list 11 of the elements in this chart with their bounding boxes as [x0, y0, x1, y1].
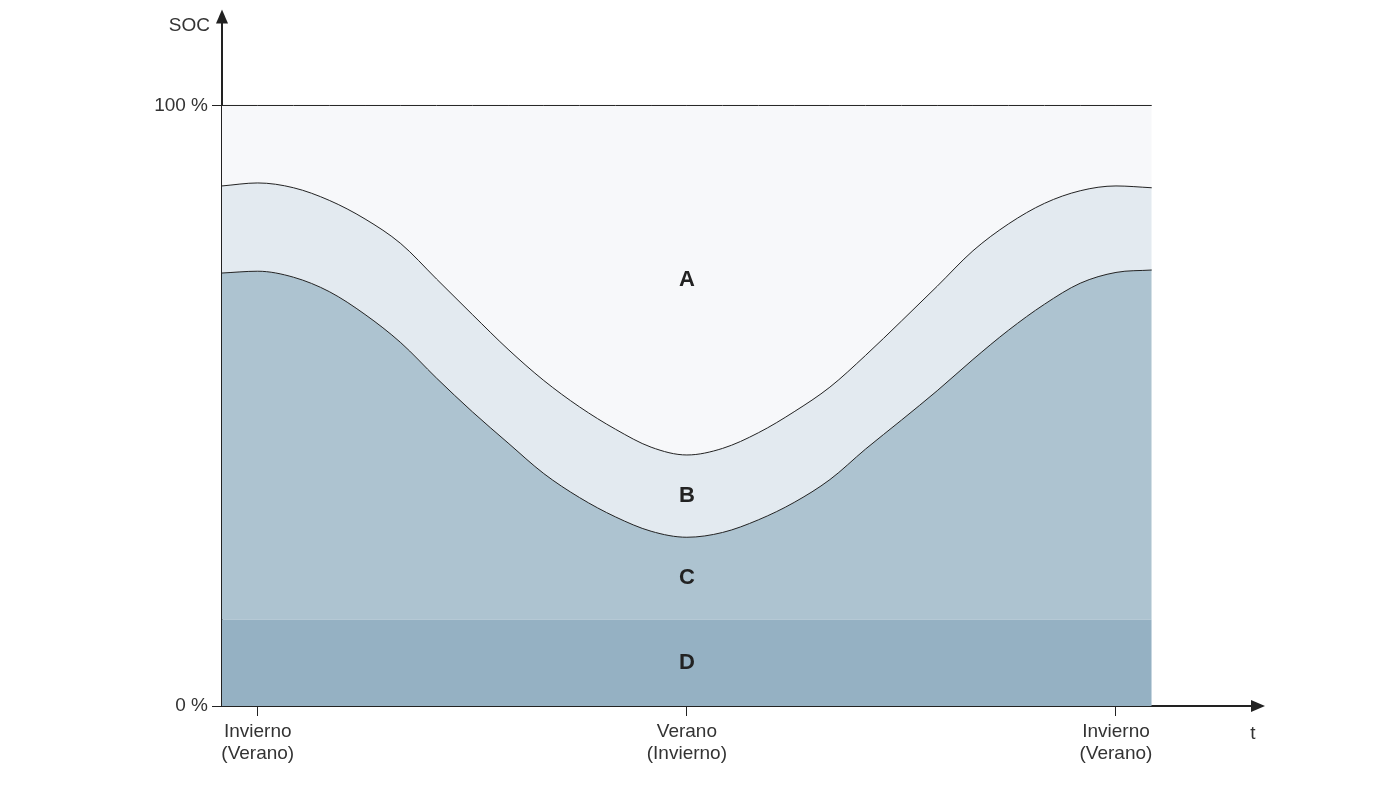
y-axis-title: SOC [168, 13, 210, 35]
x-tick-label: Invierno (Verano) [221, 719, 295, 764]
x-tick-label: Verano (Invierno) [646, 719, 727, 764]
x-axis-title: t [1250, 721, 1257, 743]
annotation: D [678, 648, 695, 674]
annotation: A [678, 266, 695, 292]
x-tick-label: Invierno (Verano) [1079, 719, 1153, 764]
y-tick-label: 0 % [175, 694, 209, 716]
annotation: B [678, 482, 695, 508]
annotation: C [678, 564, 695, 590]
y-tick-label: 100 % [154, 93, 209, 115]
